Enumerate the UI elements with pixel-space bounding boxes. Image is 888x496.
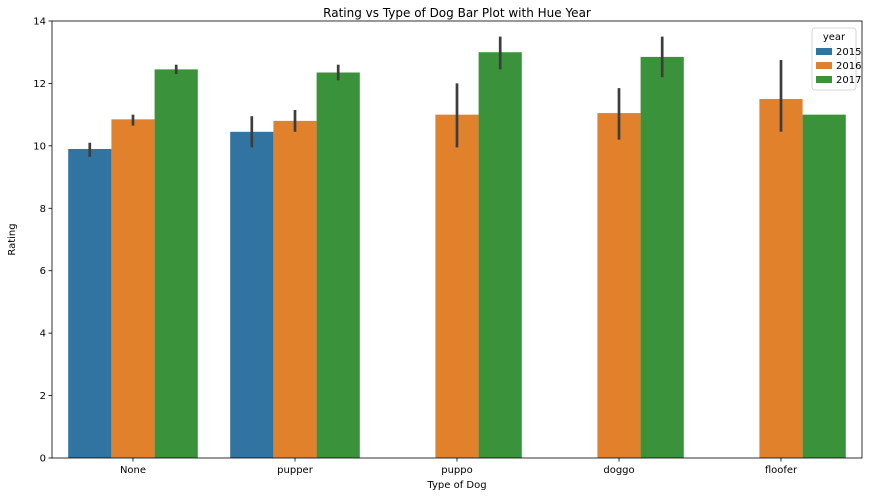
y-tick-label: 0 <box>40 454 46 465</box>
y-tick-label: 10 <box>33 141 46 152</box>
bar-floofer-2017 <box>802 114 846 459</box>
x-axis-label: Type of Dog <box>426 480 486 491</box>
y-tick-label: 2 <box>40 391 46 402</box>
x-tick-label: floofer <box>765 465 798 476</box>
x-tick-label: pupper <box>277 465 314 476</box>
legend-swatch-2017 <box>816 76 832 83</box>
y-tick-label: 4 <box>40 329 46 340</box>
y-tick-label: 6 <box>40 266 46 277</box>
legend-label-2015: 2015 <box>836 47 861 58</box>
y-tick-label: 14 <box>33 17 46 28</box>
legend-label-2017: 2017 <box>836 75 861 86</box>
error-bars-layer <box>88 36 783 157</box>
bar-pupper-2015 <box>230 131 274 458</box>
legend-box <box>811 27 857 91</box>
bar-doggo-2016 <box>597 113 641 458</box>
x-tick-label: doggo <box>603 465 634 476</box>
legend-label-2016: 2016 <box>836 61 861 72</box>
axes-layer: 0 2 4 6 8 10 12 14 None pupper puppo doggo floofer <box>33 17 863 476</box>
chart-title: Rating vs Type of Dog Bar Plot with Hue … <box>323 6 591 20</box>
bar-pupper-2017 <box>316 72 360 458</box>
bars-layer <box>68 52 846 459</box>
bar-none-2017 <box>154 69 198 458</box>
x-tick-label: None <box>120 465 146 476</box>
bar-puppo-2016 <box>435 114 479 459</box>
y-tick-label: 8 <box>40 204 46 215</box>
bar-floofer-2016 <box>759 99 803 459</box>
legend-title: year <box>823 32 846 43</box>
bar-none-2015 <box>68 148 112 458</box>
x-tick-label: puppo <box>441 465 473 476</box>
bar-puppo-2017 <box>478 52 522 458</box>
legend-swatch-2015 <box>816 48 832 55</box>
legend-swatch-2016 <box>816 62 832 69</box>
bar-none-2016 <box>111 119 155 458</box>
legend: year 2015 2016 2017 <box>811 27 861 91</box>
bar-pupper-2016 <box>273 120 317 458</box>
bar-doggo-2017 <box>640 56 684 459</box>
y-axis-label: Rating <box>7 223 18 255</box>
y-tick-label: 12 <box>33 79 46 90</box>
